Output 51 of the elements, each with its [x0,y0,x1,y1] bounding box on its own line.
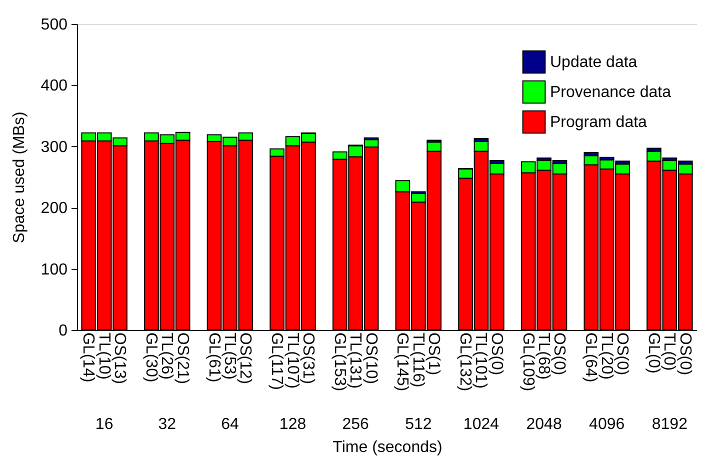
x-tick-label: OS(31) [299,332,316,384]
text: 256 [342,416,370,433]
y-tick-label: 0 [58,322,68,340]
x-tick-label: TL(116) [409,332,426,388]
x-tick-label: OS(21) [174,332,191,384]
x-tick-label: OS(0) [614,332,631,376]
x-tick-label: TL(10) [95,332,112,380]
x-tick-label: GL(117) [268,332,286,390]
x-tick-label: OS(13) [111,332,128,384]
x-tick-label: TL(53) [220,332,238,380]
x-tick-label: TL(0) [660,332,678,371]
x-tick-label: TL(131) [346,332,364,389]
text: 128 [279,416,306,433]
x-tick-label: GL(30) [142,332,160,382]
text: 8192 [652,416,688,433]
legend-label: Update data [550,54,638,71]
y-tick-label: 100 [40,261,68,278]
x-tick-label: OS(12) [236,332,254,384]
text: 64 [221,416,239,433]
x-tick-label: GL(132) [456,332,474,392]
x-axis-title: Time (seconds) [332,439,442,456]
x-tick-label: OS(0) [550,332,568,376]
x-tick-label: GL(64) [582,332,600,382]
legend-label: Provenance data [550,84,672,101]
x-tick-label: OS(1) [425,332,442,376]
y-tick-label: 200 [40,200,68,218]
text: 16 [95,416,114,433]
text: 1024 [463,416,500,433]
x-tick-label: GL(61) [205,332,222,382]
x-tick-label: GL(109) [519,332,536,392]
y-tick-label: 500 [40,16,68,34]
text: 32 [158,416,176,433]
x-tick-label: GL(14) [80,332,97,382]
x-tick-label: OS(0) [676,332,694,376]
y-tick-label: 300 [40,138,68,156]
text: 2048 [526,416,562,433]
x-tick-label: TL(68) [535,332,552,380]
x-tick-label: GL(0) [644,332,662,374]
x-tick-label: TL(101) [472,332,490,389]
x-tick-label: TL(26) [158,332,176,380]
x-tick-label: OS(0) [488,332,505,376]
y-tick-label: 400 [40,78,68,95]
x-tick-label: OS(10) [362,332,380,384]
x-tick-label: TL(107) [284,332,301,389]
legend-label: Program data [550,114,648,131]
x-tick-label: TL(20) [598,332,615,380]
x-tick-label: GL(145) [394,332,411,392]
text: 512 [405,416,432,433]
x-tick-label: GL(153) [330,332,348,392]
text: 4096 [589,416,625,433]
y-axis-title: Space used (MBs) [10,112,28,244]
